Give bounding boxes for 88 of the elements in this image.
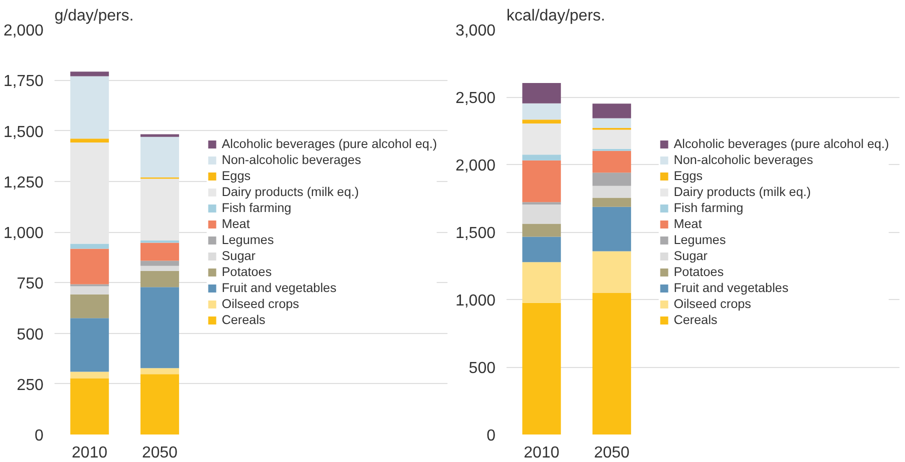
y-tick-label: 750 bbox=[16, 276, 44, 293]
bar bbox=[140, 270, 180, 288]
legend-label: Fish farming bbox=[222, 200, 292, 214]
bar bbox=[140, 136, 180, 178]
legend-label: Meat bbox=[222, 216, 250, 230]
legend-label: Non-alcoholic beverages bbox=[222, 152, 362, 166]
legend-label: Potatoes bbox=[674, 264, 724, 278]
legend-label: Legumes bbox=[674, 232, 726, 246]
y-axis-title: kcal/day/pers. bbox=[506, 8, 606, 24]
legend-label: Non-alcoholic beverages bbox=[674, 152, 814, 166]
bar bbox=[522, 123, 561, 155]
bar bbox=[592, 292, 632, 434]
y-tick-label: 0 bbox=[34, 428, 44, 444]
bar bbox=[140, 134, 180, 137]
y-tick-label: 2,000 bbox=[455, 158, 496, 174]
bar bbox=[70, 142, 109, 244]
bar bbox=[70, 72, 109, 76]
bar bbox=[140, 266, 180, 271]
legend-label: Fish farming bbox=[674, 200, 744, 214]
bar bbox=[522, 262, 561, 303]
bar bbox=[592, 118, 632, 128]
legend-label: Oilseed crops bbox=[674, 296, 752, 310]
y-tick-label: 1,250 bbox=[3, 174, 44, 192]
legend-label: Eggs bbox=[222, 168, 251, 182]
bar bbox=[592, 150, 632, 173]
y-tick-label: 1,000 bbox=[455, 292, 496, 310]
bar bbox=[592, 206, 632, 252]
bar bbox=[70, 294, 109, 318]
bar bbox=[140, 368, 180, 374]
legend-label: Eggs bbox=[674, 168, 703, 182]
bar bbox=[592, 186, 632, 198]
legend-label: Alcoholic beverages (pure alcohol eq.) bbox=[674, 136, 889, 150]
y-tick-label: 2,000 bbox=[3, 22, 44, 40]
bar bbox=[522, 204, 561, 224]
bar bbox=[592, 104, 632, 118]
y-tick-label: 250 bbox=[16, 376, 44, 394]
y-tick-label: 2,500 bbox=[455, 90, 496, 107]
bar bbox=[140, 242, 180, 261]
y-tick-label: 3,000 bbox=[455, 22, 496, 40]
bar bbox=[522, 154, 561, 160]
y-tick-label: 0 bbox=[486, 428, 496, 444]
bar bbox=[592, 251, 632, 293]
bar bbox=[70, 286, 109, 294]
x-tick-label: 2010 bbox=[72, 444, 108, 462]
legend-label: Legumes bbox=[222, 232, 274, 246]
legend-label: Sugar bbox=[222, 248, 256, 262]
bar bbox=[592, 198, 632, 207]
bar bbox=[70, 248, 109, 284]
bar bbox=[522, 82, 561, 104]
bar bbox=[592, 172, 632, 186]
y-tick-label: 1,500 bbox=[3, 124, 44, 141]
legend-label: Meat bbox=[674, 216, 702, 230]
bar bbox=[522, 103, 561, 120]
x-tick-label: 2050 bbox=[594, 444, 630, 462]
legend-label: Fruit and vegetables bbox=[674, 280, 788, 294]
legend-label: Cereals bbox=[674, 312, 718, 326]
y-tick-label: 500 bbox=[16, 326, 44, 344]
x-tick-label: 2050 bbox=[142, 444, 178, 462]
y-tick-label: 1,000 bbox=[3, 225, 44, 242]
bar bbox=[70, 138, 109, 142]
bar bbox=[522, 236, 561, 262]
y-tick-label: 500 bbox=[468, 360, 496, 377]
legend-label: Oilseed crops bbox=[222, 296, 300, 310]
bar bbox=[70, 318, 109, 372]
bar bbox=[522, 302, 561, 434]
legend-label: Dairy products (milk eq.) bbox=[222, 184, 359, 198]
bar bbox=[70, 244, 109, 249]
bar bbox=[140, 287, 180, 368]
bar bbox=[522, 160, 561, 202]
legend-label: Potatoes bbox=[222, 264, 272, 278]
bar bbox=[70, 378, 109, 434]
bar bbox=[70, 76, 109, 139]
bar bbox=[140, 178, 180, 241]
legend-label: Dairy products (milk eq.) bbox=[674, 184, 811, 198]
y-tick-label: 1,750 bbox=[3, 73, 44, 90]
bar bbox=[522, 120, 561, 124]
legend-label: Alcoholic beverages (pure alcohol eq.) bbox=[222, 136, 437, 150]
legend-label: Sugar bbox=[674, 248, 708, 262]
bar bbox=[70, 372, 109, 378]
y-tick-label: 1,500 bbox=[455, 225, 496, 242]
x-tick-label: 2010 bbox=[524, 444, 560, 462]
y-axis-title: g/day/pers. bbox=[54, 8, 134, 24]
bar bbox=[592, 130, 632, 149]
legend-label: Cereals bbox=[222, 312, 266, 326]
bar bbox=[140, 374, 180, 434]
bar bbox=[522, 224, 561, 237]
legend-label: Fruit and vegetables bbox=[222, 280, 336, 294]
bar bbox=[140, 260, 180, 266]
